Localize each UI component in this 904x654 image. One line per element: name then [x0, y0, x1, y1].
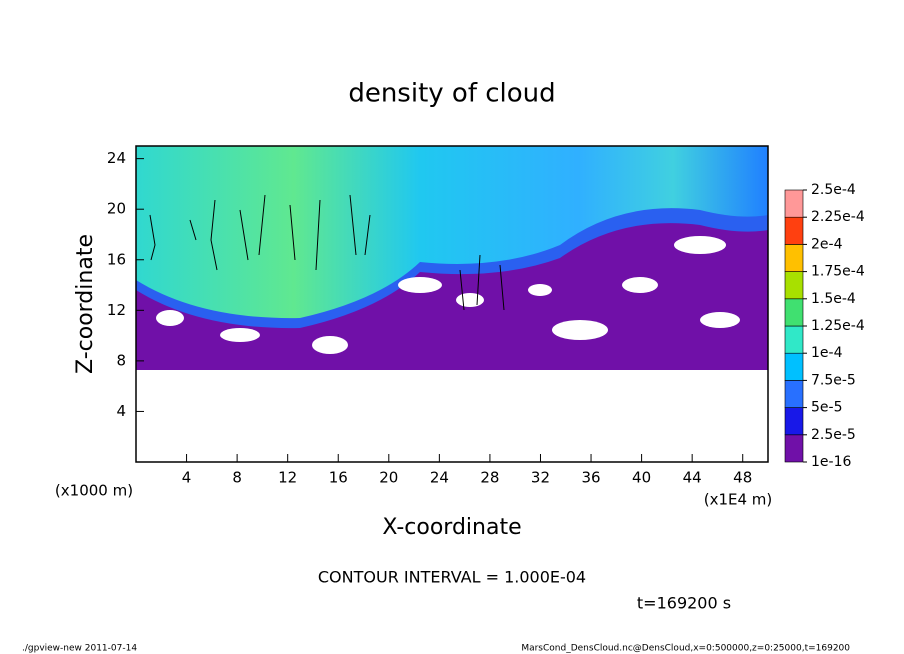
colorbar-label: 2.25e-4	[811, 209, 865, 225]
x-tick-label: 8	[232, 469, 242, 487]
annotation: CONTOUR INTERVAL = 1.000E-04	[318, 568, 586, 587]
colorbar-label: 1.5e-4	[811, 291, 856, 307]
x-unit: (x1E4 m)	[704, 491, 773, 509]
colorbar-band	[784, 380, 804, 408]
colorbar-label: 1e-4	[811, 345, 843, 361]
colorbar-label: 5e-5	[811, 400, 842, 416]
chart-title: density of cloud	[348, 79, 555, 109]
colorbar-band	[784, 271, 804, 300]
x-tick-label: 16	[329, 469, 348, 487]
y-tick-label: 16	[107, 250, 126, 268]
plot-frame	[135, 145, 769, 463]
footer: ./gpview-new 2011-07-14	[22, 644, 137, 654]
y-unit: (x1000 m)	[55, 482, 133, 500]
x-tick-label: 48	[733, 469, 752, 487]
x-tick-label: 12	[278, 469, 297, 487]
colorbar-label: 2.5e-5	[811, 427, 856, 443]
x-tick-label: 40	[632, 469, 651, 487]
colorbar-label: 1e-16	[811, 454, 851, 470]
colorbar-label: 2.5e-4	[811, 182, 856, 198]
colorbar-band	[784, 352, 804, 381]
colorbar-band	[784, 325, 804, 354]
x-tick-label: 28	[480, 469, 499, 487]
colorbar-band	[784, 298, 804, 327]
x-tick-label: 36	[581, 469, 600, 487]
x-tick-label: 4	[182, 469, 192, 487]
colorbar-label: 1.75e-4	[811, 264, 865, 280]
x-tick-label: 24	[430, 469, 449, 487]
colorbar-band	[784, 189, 804, 218]
colorbar-band	[784, 407, 804, 436]
y-tick-label: 4	[116, 402, 126, 420]
x-tick-label: 20	[379, 469, 398, 487]
colorbar-label: 2e-4	[811, 236, 843, 252]
y-axis-label: Z-coordinate	[73, 234, 98, 374]
y-tick-label: 12	[107, 301, 126, 319]
y-tick-label: 8	[116, 351, 126, 369]
footer: MarsCond_DensCloud.nc@DensCloud,x=0:5000…	[521, 644, 850, 654]
y-tick-label: 20	[107, 200, 126, 218]
colorbar-band	[784, 244, 804, 272]
x-tick-label: 32	[531, 469, 550, 487]
contour-field	[136, 146, 768, 370]
annotation: t=169200 s	[637, 594, 731, 613]
x-axis-label: X-coordinate	[382, 515, 521, 540]
colorbar-band	[784, 434, 804, 463]
colorbar-label: 7.5e-5	[811, 372, 856, 388]
colorbar-band	[784, 216, 804, 245]
y-tick-label: 24	[107, 149, 126, 167]
x-tick-label: 44	[683, 469, 702, 487]
colorbar-label: 1.25e-4	[811, 318, 865, 334]
